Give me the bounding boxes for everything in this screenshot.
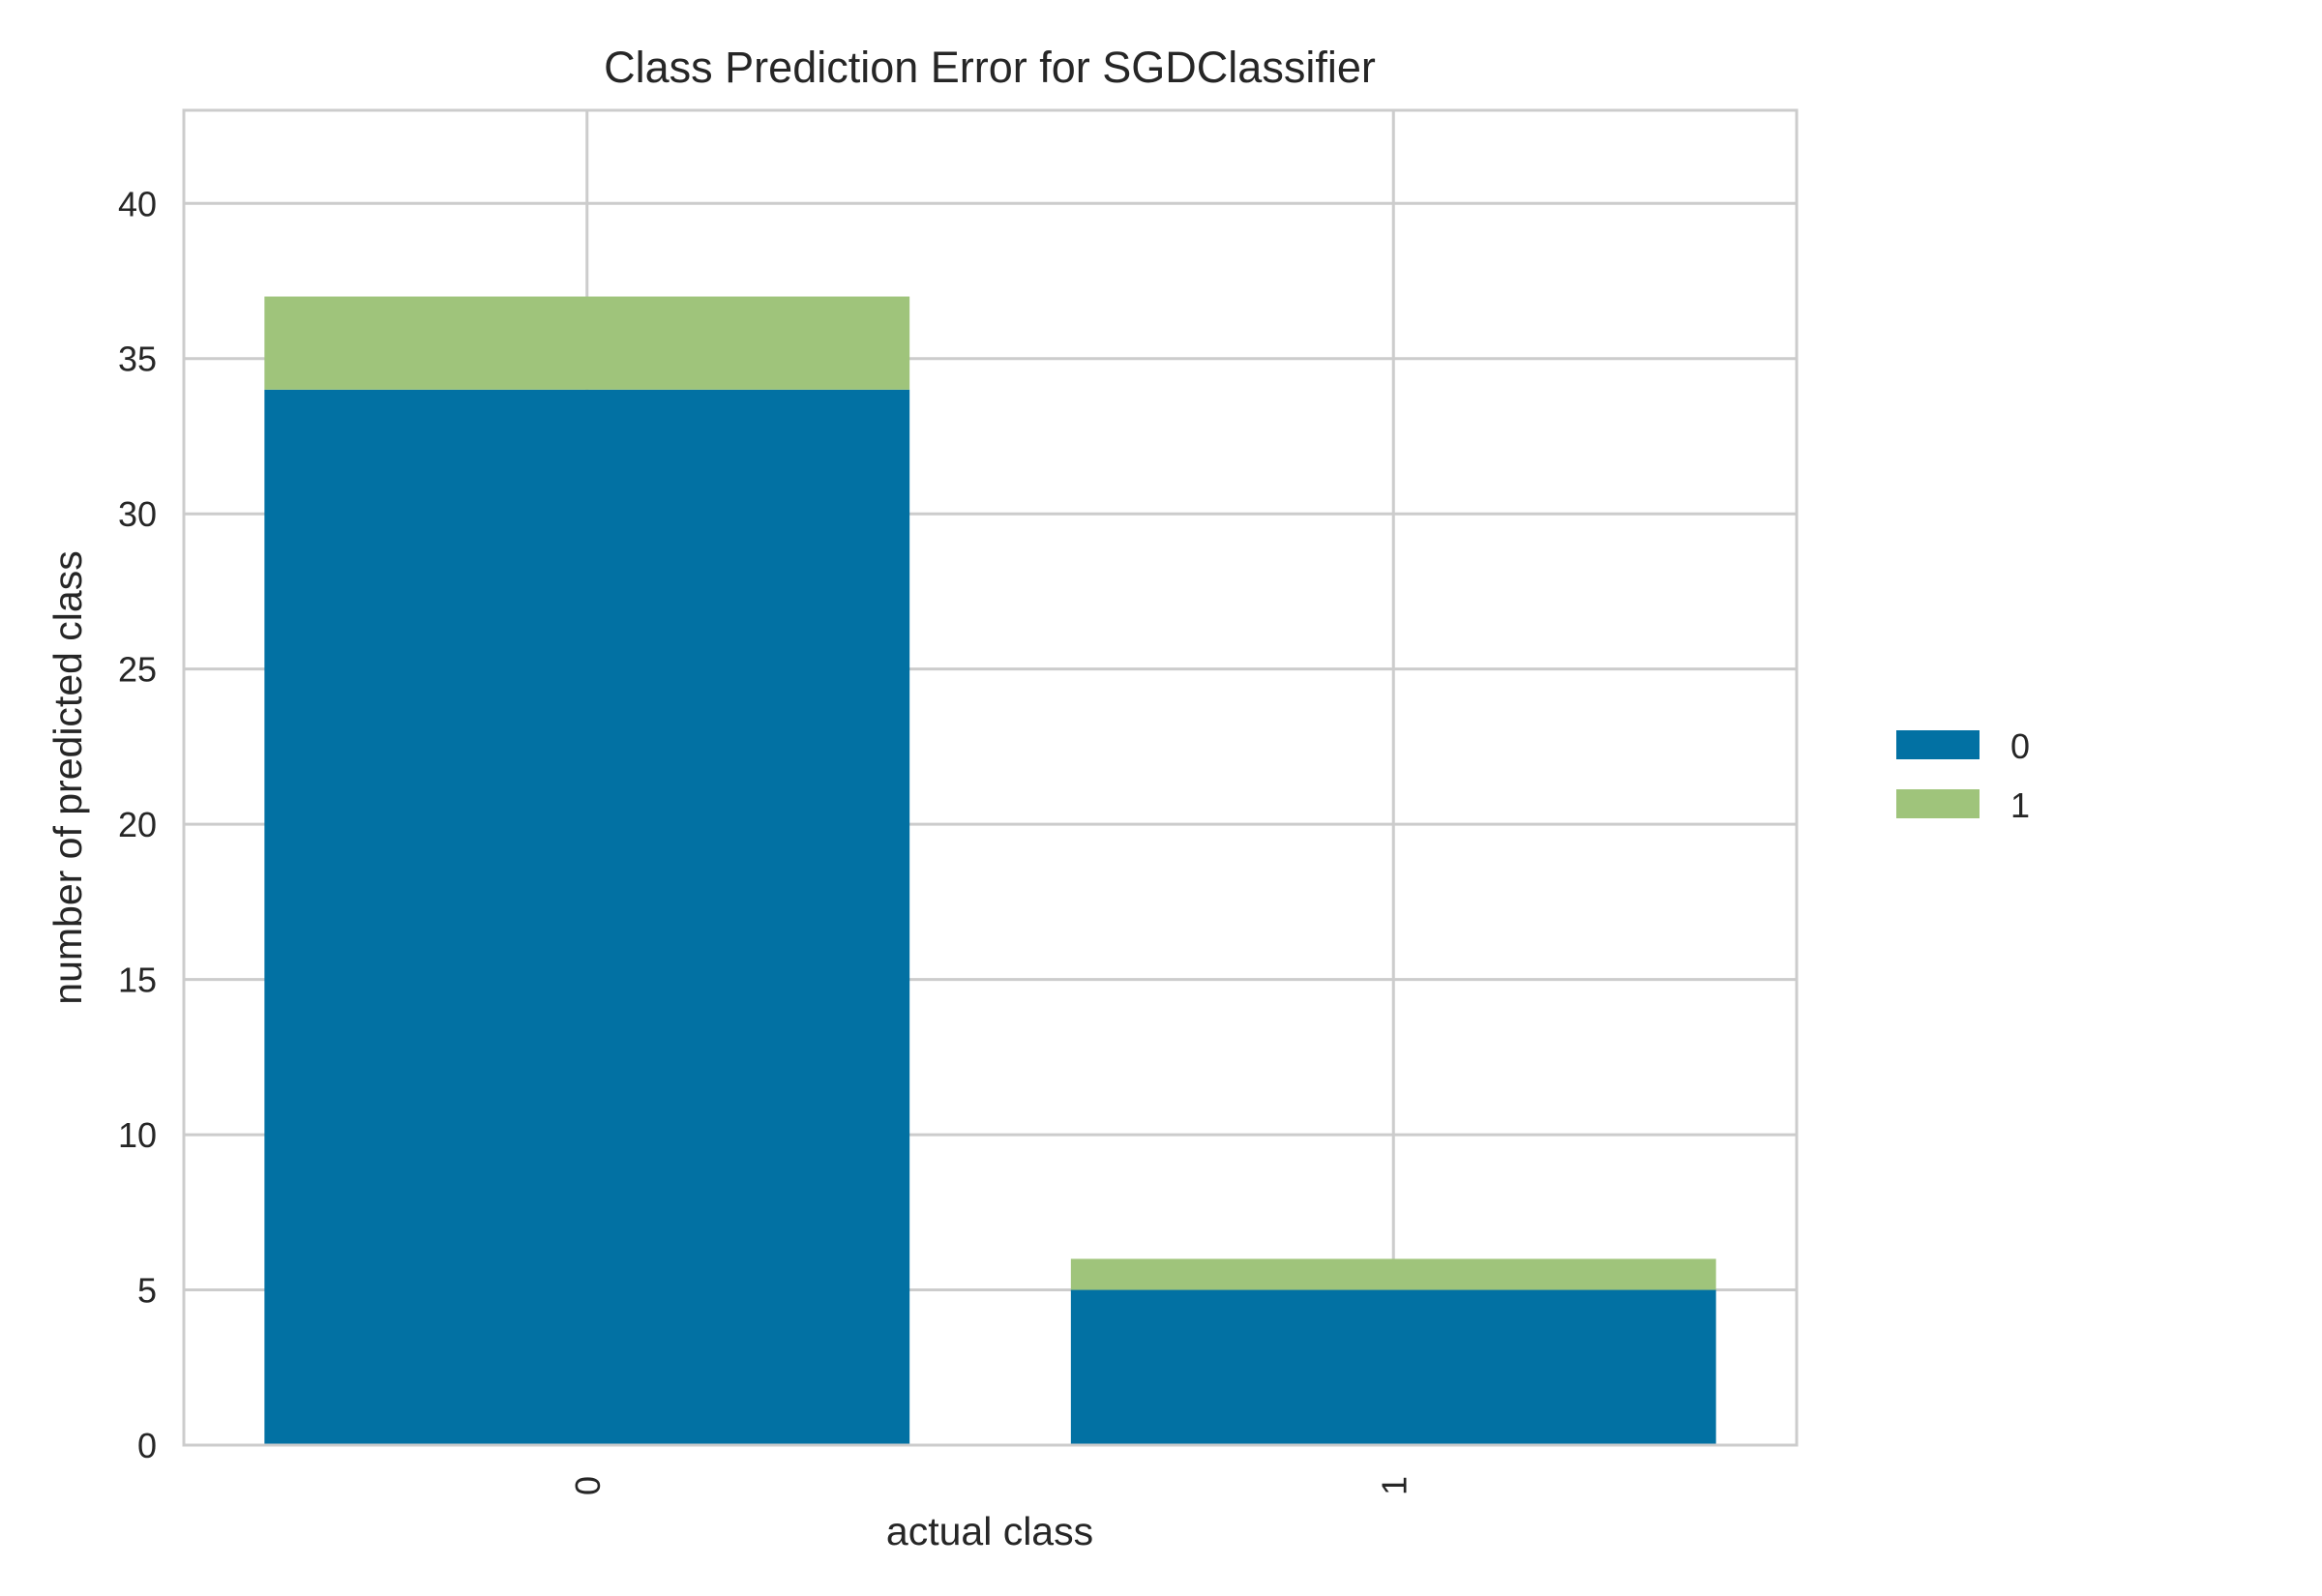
x-axis-label: actual class: [886, 1509, 1093, 1553]
y-tick-label: 5: [137, 1271, 157, 1311]
bars: [264, 296, 1716, 1446]
x-tick-label: 0: [568, 1476, 608, 1495]
y-axis-label: number of predicted class: [45, 550, 90, 1004]
y-tick-label: 35: [118, 340, 157, 379]
y-tick-label: 25: [118, 650, 157, 690]
y-tick-label: 40: [118, 184, 157, 223]
bar-class-1-predicted-0: [1070, 1289, 1716, 1445]
y-tick-label: 15: [118, 961, 157, 1000]
y-tick-label: 20: [118, 805, 157, 844]
legend: 01: [1896, 726, 2030, 825]
y-tick-label: 0: [137, 1426, 157, 1465]
y-tick-labels: 0 5 10 15 20 25 30 35 40: [118, 184, 157, 1465]
x-tick-label: 1: [1374, 1476, 1414, 1495]
legend-swatch-0: [1896, 730, 1980, 759]
y-tick-label: 10: [118, 1115, 157, 1155]
bar-class-0-predicted-1: [264, 296, 910, 390]
bar-class-1-predicted-1: [1070, 1258, 1716, 1290]
plot-frame: [182, 108, 1799, 1447]
legend-label-1: 1: [2010, 785, 2030, 825]
legend-label-0: 0: [2010, 726, 2030, 766]
bar-class-0-predicted-0: [264, 389, 910, 1446]
legend-swatch-1: [1896, 789, 1980, 818]
y-tick-label: 30: [118, 494, 157, 534]
chart-title: Class Prediction Error for SGDClassifier: [604, 43, 1376, 92]
